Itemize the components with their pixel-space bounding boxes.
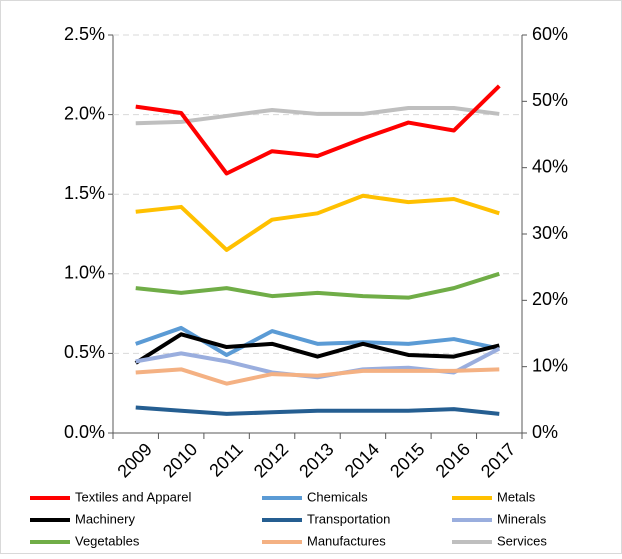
y-tick-label: 2.5% (64, 24, 105, 44)
legend-label: Vegetables (75, 533, 140, 548)
legend-label: Manufactures (307, 533, 386, 548)
series-line (135, 105, 500, 126)
legend-label: Minerals (497, 511, 547, 526)
y-tick-label: 1.0% (64, 263, 105, 283)
series-line (135, 405, 500, 416)
y2-tick-label: 10% (532, 355, 568, 375)
y-tick-label: 1.5% (64, 183, 105, 203)
legend-label: Metals (497, 489, 536, 504)
y-tick-label: 0.5% (64, 342, 105, 362)
y2-tick-label: 40% (532, 156, 568, 176)
legend-label: Services (497, 533, 547, 548)
y2-tick-label: 60% (532, 24, 568, 44)
y2-tick-label: 0% (532, 422, 558, 442)
series-line (135, 193, 500, 252)
y-tick-label: 2.0% (64, 103, 105, 123)
legend-label: Chemicals (307, 489, 368, 504)
series-line (135, 271, 500, 300)
y2-tick-label: 50% (532, 90, 568, 110)
legend-label: Textiles and Apparel (75, 489, 191, 504)
series-line (135, 367, 500, 386)
y2-tick-label: 30% (532, 223, 568, 243)
y-tick-label: 0.0% (64, 422, 105, 442)
y2-tick-label: 20% (532, 289, 568, 309)
legend-label: Transportation (307, 511, 390, 526)
series-line (135, 84, 501, 176)
legend-label: Machinery (75, 511, 135, 526)
series-line (134, 332, 500, 365)
